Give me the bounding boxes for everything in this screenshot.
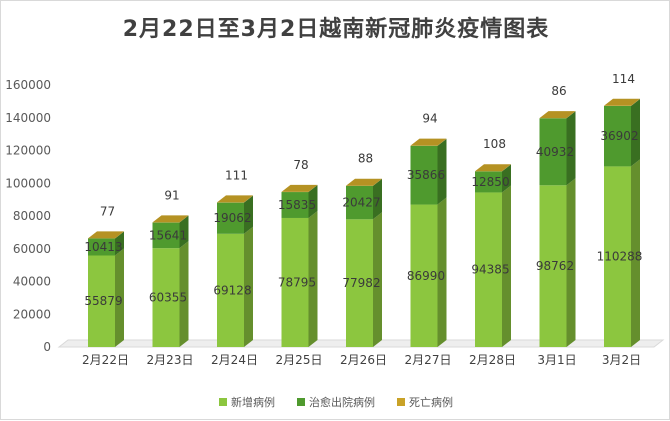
x-tick-label: 2月26日	[340, 353, 387, 367]
legend-item: 死亡病例	[397, 394, 453, 410]
y-tick-label: 120000	[5, 144, 51, 158]
legend-label: 死亡病例	[409, 394, 453, 410]
data-label: 20427	[342, 196, 380, 210]
legend: 新增病例 治愈出院病例 死亡病例	[1, 394, 670, 410]
x-tick-label: 2月23日	[147, 353, 194, 367]
y-tick-label: 160000	[5, 78, 51, 92]
data-label: 15641	[149, 228, 187, 242]
data-label-top: 108	[483, 137, 506, 151]
y-tick-label: 140000	[5, 111, 51, 125]
x-tick-label: 2月22日	[82, 353, 129, 367]
x-tick-label: 3月1日	[537, 353, 576, 367]
data-label: 40932	[536, 145, 574, 159]
data-label-top: 94	[422, 112, 437, 126]
legend-item: 新增病例	[219, 394, 275, 410]
data-label: 86990	[407, 269, 445, 283]
data-label: 12850	[471, 175, 509, 189]
data-label: 77982	[342, 276, 380, 290]
legend-swatch	[297, 398, 305, 406]
data-label: 110288	[597, 250, 643, 264]
y-tick-label: 60000	[13, 242, 51, 256]
data-label: 94385	[471, 263, 509, 277]
legend-item: 治愈出院病例	[297, 394, 375, 410]
data-label-top: 77	[100, 204, 115, 218]
data-label: 69128	[213, 283, 251, 297]
data-label-top: 78	[293, 158, 308, 172]
data-label: 35866	[407, 168, 445, 182]
legend-swatch	[219, 398, 227, 406]
x-tick-label: 2月25日	[276, 353, 323, 367]
data-label: 15835	[278, 198, 316, 212]
data-label-top: 88	[358, 152, 373, 166]
y-tick-label: 20000	[13, 307, 51, 321]
data-label-top: 111	[225, 168, 248, 182]
data-label: 60355	[149, 291, 187, 305]
data-label-top: 91	[164, 188, 179, 202]
data-label: 10413	[84, 240, 122, 254]
legend-label: 新增病例	[231, 394, 275, 410]
data-label-top: 86	[551, 84, 566, 98]
data-label-top: 114	[612, 72, 635, 86]
x-tick-label: 2月28日	[469, 353, 516, 367]
data-label: 78795	[278, 275, 316, 289]
x-tick-label: 2月27日	[405, 353, 452, 367]
y-tick-label: 80000	[13, 209, 51, 223]
y-tick-label: 0	[43, 340, 51, 354]
y-tick-label: 100000	[5, 176, 51, 190]
data-label: 98762	[536, 259, 574, 273]
x-tick-label: 2月24日	[211, 353, 258, 367]
data-label: 19062	[213, 211, 251, 225]
data-label: 55879	[84, 294, 122, 308]
legend-swatch	[397, 398, 405, 406]
data-label: 36902	[600, 129, 638, 143]
x-tick-label: 3月2日	[602, 353, 641, 367]
y-tick-label: 40000	[13, 275, 51, 289]
legend-label: 治愈出院病例	[309, 394, 375, 410]
